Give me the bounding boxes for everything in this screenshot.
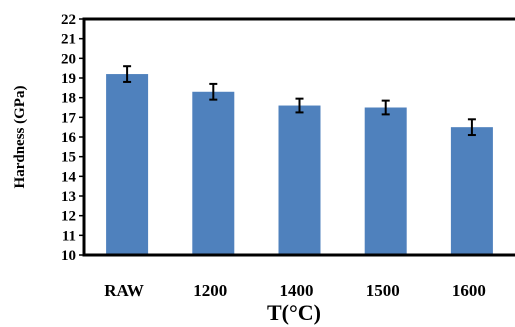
- y-tick-label: 11: [62, 228, 76, 244]
- y-tick-label: 19: [61, 71, 76, 87]
- x-tick-label: 1200: [193, 281, 227, 300]
- y-axis-label: Hardness (GPa): [12, 86, 28, 189]
- y-tick-label: 15: [61, 150, 76, 166]
- bar-group: [106, 74, 493, 256]
- y-tick-label: 10: [61, 248, 76, 264]
- bar: [192, 91, 235, 256]
- bar: [364, 107, 407, 255]
- y-tick-label: 16: [61, 130, 77, 146]
- bar: [106, 74, 149, 255]
- x-tick-group: RAW 1200 1400 1500 1600: [104, 281, 486, 300]
- y-tick-label: 13: [61, 189, 76, 205]
- x-tick-label: 1600: [452, 281, 486, 300]
- y-tick-label: 12: [61, 209, 76, 225]
- y-tick-label: 20: [61, 51, 76, 67]
- y-tick-label: 17: [61, 110, 77, 126]
- y-tick-label: 14: [61, 169, 77, 185]
- bar: [450, 127, 493, 255]
- x-tick-label: RAW: [104, 281, 144, 300]
- x-tick-label: 1500: [366, 281, 400, 300]
- bar: [278, 105, 321, 256]
- x-axis-label: T(°C): [267, 300, 321, 325]
- y-tick-label: 18: [61, 91, 76, 107]
- x-tick-label: 1400: [280, 281, 314, 300]
- y-tick-group: 10 11 12 13 14 15 16 17 18 19 20 21 22: [61, 12, 84, 264]
- y-tick-label: 21: [61, 32, 76, 48]
- y-tick-label: 22: [61, 12, 76, 28]
- error-bar-group: [123, 65, 476, 137]
